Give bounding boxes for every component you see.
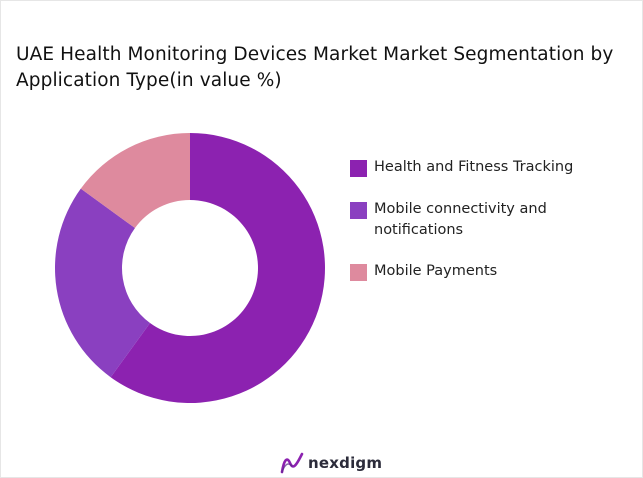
nexdigm-logo-icon <box>280 452 304 474</box>
legend-item-mobile-connectivity: Mobile connectivity and notifications <box>350 199 584 241</box>
chart-title: UAE Health Monitoring Devices Market Mar… <box>16 44 614 91</box>
legend-item-mobile-payments: Mobile Payments <box>350 261 584 282</box>
brand-name: nexdigm <box>308 454 383 472</box>
donut-slice-mobile-payments <box>80 133 190 229</box>
legend-label-mobile-payments: Mobile Payments <box>374 263 498 279</box>
donut-slice-mobile-connectivity <box>55 188 151 378</box>
donut-slice-health-fitness <box>110 133 326 403</box>
brand-logo: nexdigm <box>280 452 382 474</box>
legend-label-mobile-connectivity: Mobile connectivity and notifications <box>374 201 547 238</box>
legend-label-health-fitness: Health and Fitness Tracking <box>374 159 574 175</box>
legend-swatch-mobile-payments <box>350 264 367 281</box>
legend-swatch-health-fitness <box>350 160 367 177</box>
legend-item-health-fitness: Health and Fitness Tracking <box>350 157 584 178</box>
legend-swatch-mobile-connectivity <box>350 202 367 219</box>
